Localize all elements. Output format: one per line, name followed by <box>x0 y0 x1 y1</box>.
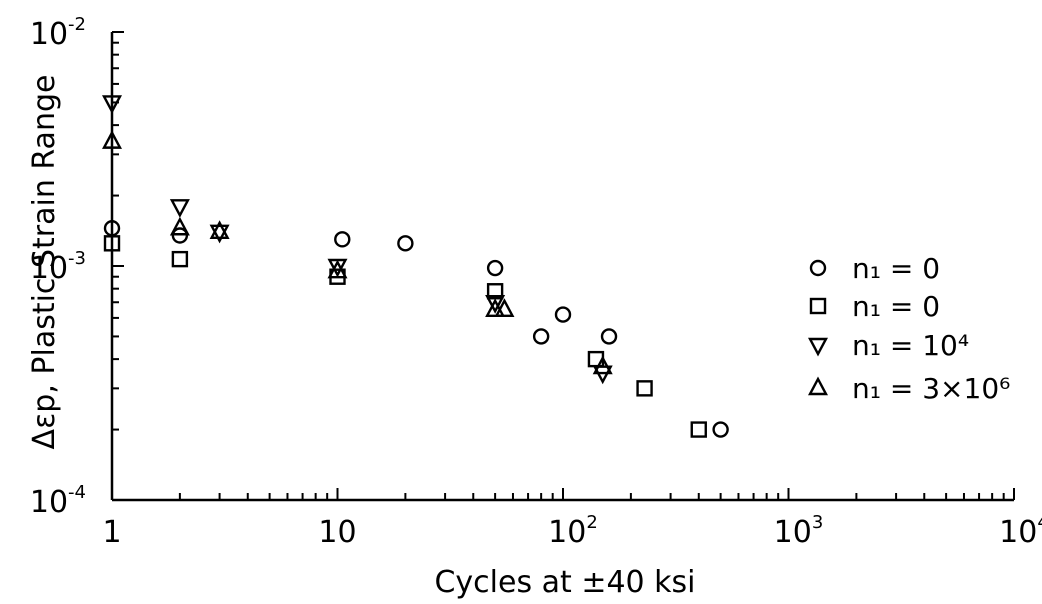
legend-label: n₁ = 10⁴ <box>852 329 969 362</box>
data-point-circle <box>556 308 570 322</box>
legend-marker-triangle-up <box>810 379 826 394</box>
legend-label: n₁ = 3×10⁶ <box>852 372 1010 405</box>
y-tick-label: 10-2 <box>30 14 86 52</box>
y-axis-label: Δεp, Plastic Strain Range <box>27 75 62 450</box>
data-points <box>104 96 728 436</box>
x-tick-label: 1 <box>102 515 121 550</box>
x-tick-label: 104 <box>999 512 1042 550</box>
legend-marker-triangle-down <box>810 339 826 354</box>
x-tick-label: 10 <box>318 515 356 550</box>
data-point-circle <box>534 329 548 343</box>
x-axis-label: Cycles at ±40 ksi <box>434 565 695 600</box>
legend-label: n₁ = 0 <box>852 252 940 285</box>
legend: n₁ = 0 n₁ = 0 n₁ = 10⁴ n₁ = 3×10⁶ <box>810 252 1010 405</box>
data-point-triangle-up <box>172 219 188 234</box>
legend-label: n₁ = 0 <box>852 290 940 323</box>
legend-marker-square <box>811 299 825 313</box>
data-point-square <box>692 423 706 437</box>
data-point-square <box>173 252 187 266</box>
data-point-square <box>638 381 652 395</box>
y-tick-label: 10-4 <box>30 482 86 520</box>
x-tick-label: 103 <box>774 512 824 550</box>
data-point-circle <box>398 236 412 250</box>
data-point-circle <box>335 232 349 246</box>
legend-marker-circle <box>811 261 825 275</box>
x-tick-label: 102 <box>548 512 598 550</box>
data-point-circle <box>602 329 616 343</box>
data-point-circle <box>714 423 728 437</box>
data-point-triangle-down <box>172 200 188 215</box>
data-point-circle <box>488 261 502 275</box>
